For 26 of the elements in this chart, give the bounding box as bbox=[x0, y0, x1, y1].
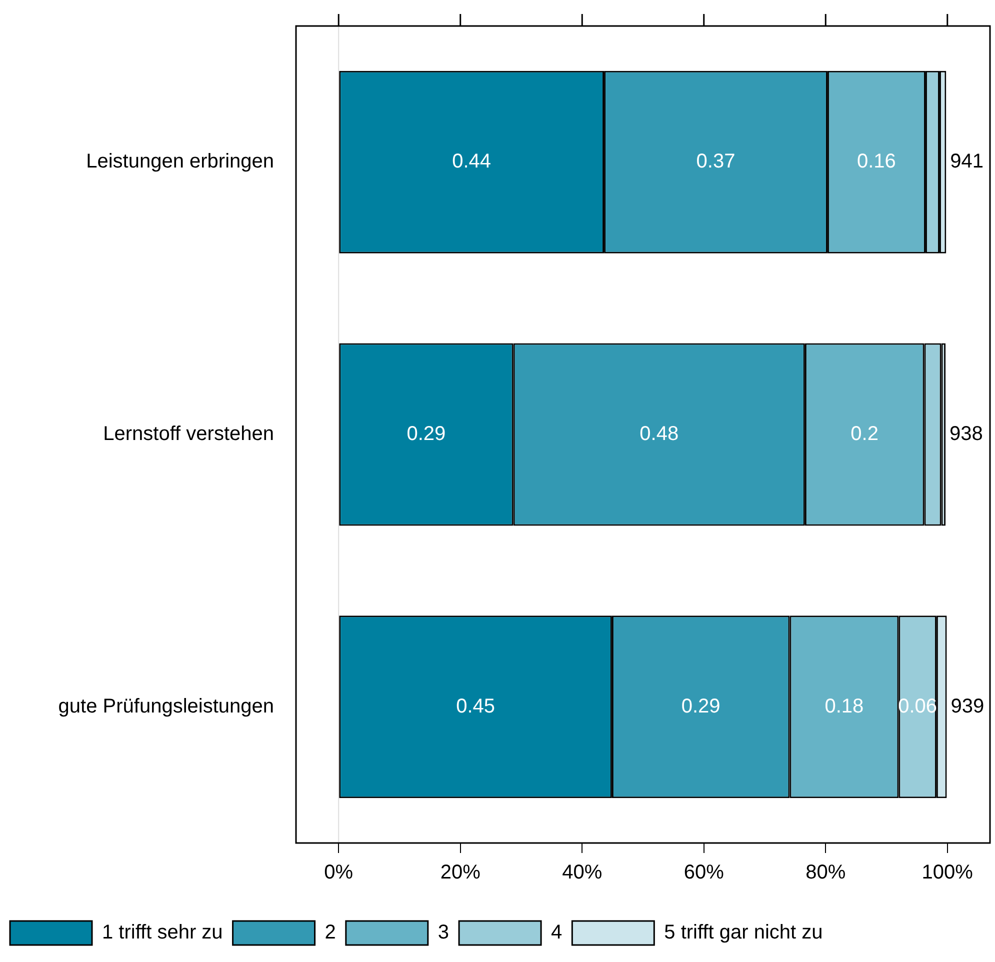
data-label: 0.45 bbox=[456, 695, 495, 718]
annotation: 939 bbox=[950, 695, 984, 718]
x-tick-label: 0% bbox=[324, 862, 354, 884]
x-tick-label: 40% bbox=[562, 862, 602, 884]
legend-label: 2 bbox=[324, 922, 336, 944]
data-label: 0.37 bbox=[696, 150, 736, 173]
x-tick-label: 100% bbox=[922, 862, 974, 884]
legend-label: 3 bbox=[438, 922, 450, 944]
legend-label: 4 bbox=[551, 922, 562, 944]
legend-label: 1 trifft sehr zu bbox=[102, 922, 223, 944]
x-tick-label: 60% bbox=[684, 862, 724, 884]
x-tick-label: 80% bbox=[806, 862, 846, 884]
annotation: 941 bbox=[950, 150, 984, 173]
data-label: 0.16 bbox=[856, 150, 896, 173]
y-tick-label: Leistungen erbringen bbox=[86, 150, 274, 173]
data-label: 0.44 bbox=[452, 150, 492, 173]
legend-label: 5 trifft gar nicht zu bbox=[664, 922, 823, 944]
annotation: 938 bbox=[950, 423, 983, 446]
data-label: 0.29 bbox=[681, 695, 720, 718]
data-label: 0.18 bbox=[824, 695, 864, 718]
y-tick-label: Lernstoff verstehen bbox=[103, 423, 274, 446]
y-tick-label: gute Prüfungsleistungen bbox=[58, 695, 274, 718]
data-label: 0.2 bbox=[850, 423, 878, 446]
data-label: 0.29 bbox=[406, 423, 446, 446]
x-tick-label: 20% bbox=[440, 862, 481, 884]
data-label: 0.48 bbox=[640, 423, 679, 446]
